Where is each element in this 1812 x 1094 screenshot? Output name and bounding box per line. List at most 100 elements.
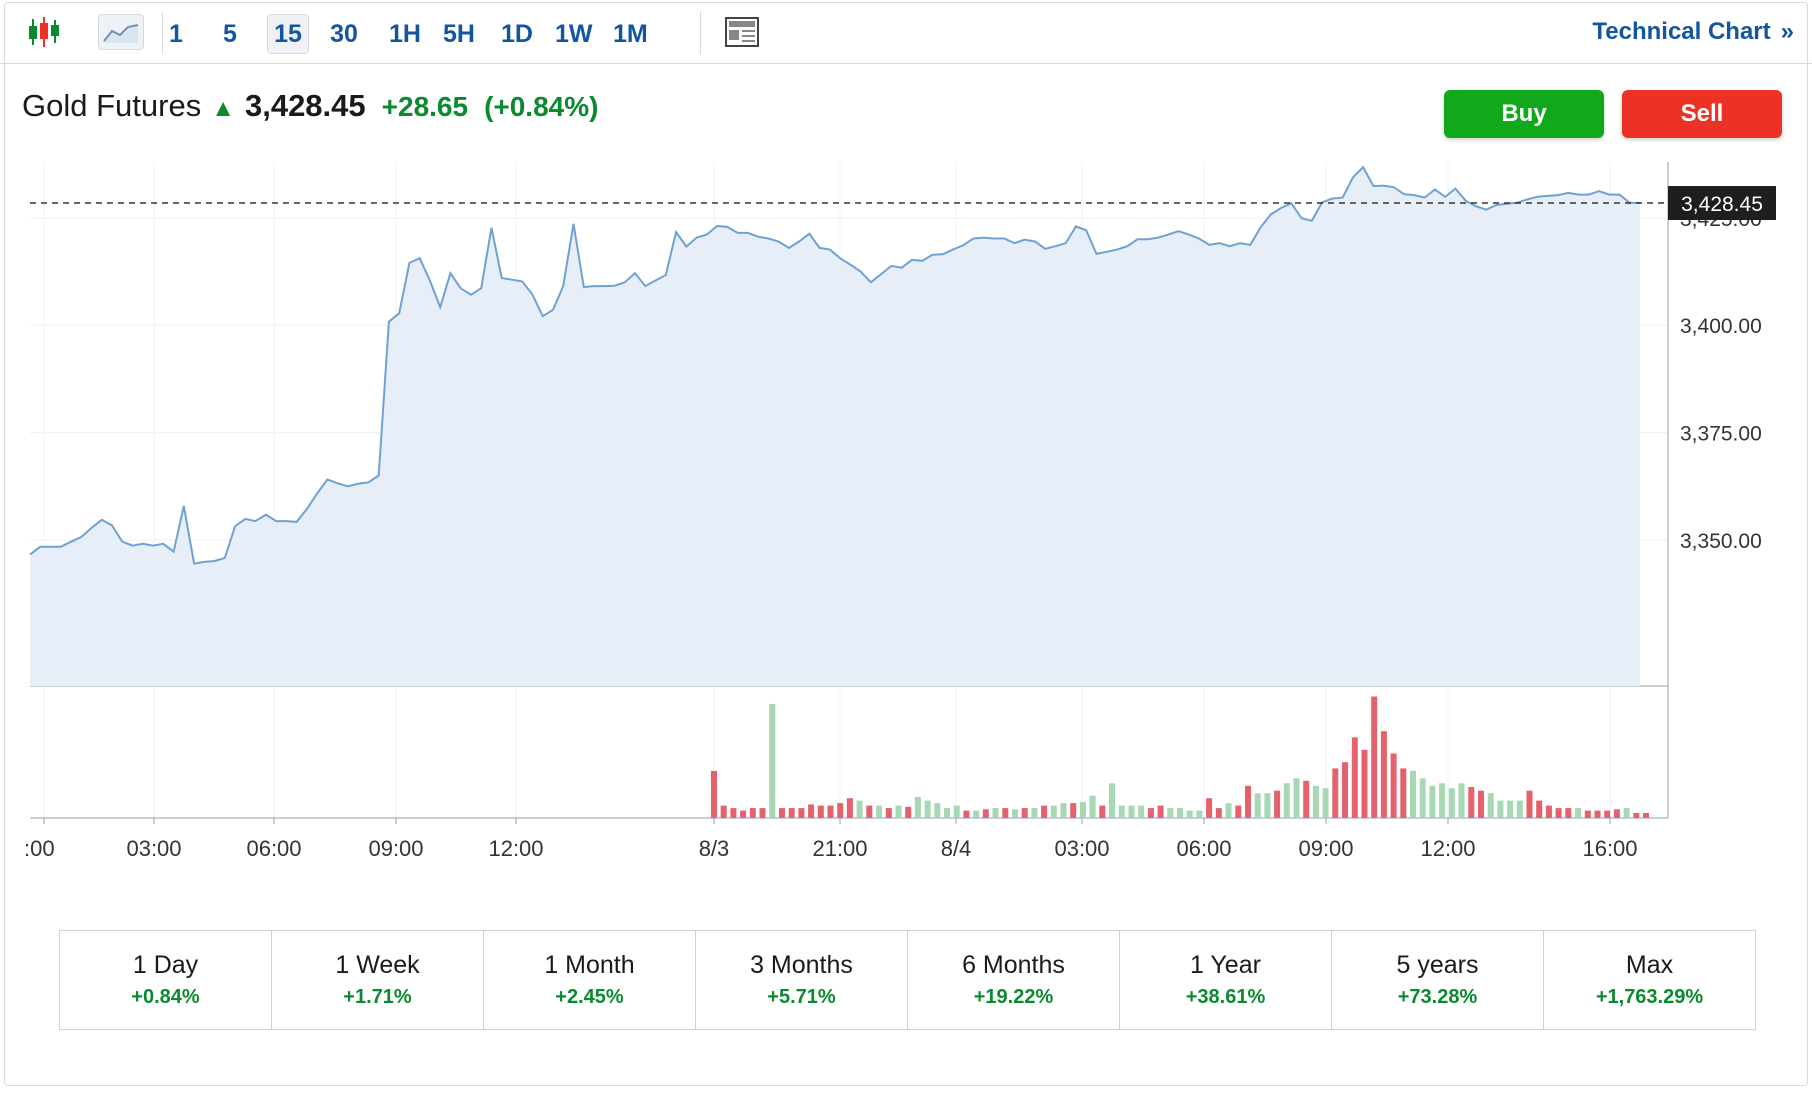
- volume-bar: [1128, 805, 1135, 818]
- volume-bar: [1613, 809, 1620, 818]
- volume-bar: [1031, 808, 1038, 818]
- chevron-right-icon: »: [1780, 18, 1794, 45]
- x-tick-label: 12:00: [1420, 836, 1475, 861]
- volume-bar: [1380, 731, 1387, 818]
- area-chart-icon[interactable]: [98, 14, 144, 50]
- period-label: 1 Day: [132, 951, 199, 979]
- volume-bar: [1283, 783, 1290, 818]
- volume-bar: [876, 805, 882, 818]
- volume-bar: [1186, 810, 1193, 818]
- x-tick-label: 12:00: [488, 836, 543, 861]
- volume-bar: [1623, 808, 1630, 818]
- timeframe-1m[interactable]: 1M: [613, 19, 648, 48]
- period-cell[interactable]: 3 Months +5.71%: [696, 931, 908, 1029]
- timeframe-1[interactable]: 1: [169, 19, 183, 48]
- volume-bar: [808, 804, 815, 818]
- volume-bar: [1070, 803, 1077, 818]
- period-label: 3 Months: [750, 951, 853, 979]
- volume-bar: [1099, 805, 1106, 818]
- volume-bar: [1419, 778, 1426, 818]
- period-cell[interactable]: 1 Week +1.71%: [272, 931, 484, 1029]
- volume-bar: [1526, 790, 1533, 818]
- volume-bar: [711, 770, 717, 818]
- timeframe-5h[interactable]: 5H: [443, 19, 475, 48]
- period-label: Max: [1625, 951, 1674, 979]
- period-cell[interactable]: 5 years +73.28%: [1332, 931, 1544, 1029]
- timeframe-15[interactable]: 15: [267, 14, 309, 54]
- volume-bar: [720, 805, 727, 818]
- volume-bar: [749, 808, 756, 818]
- volume-bar: [740, 810, 747, 818]
- price-area-fill: [30, 167, 1640, 686]
- price-line: [29, 165, 1641, 565]
- period-cell[interactable]: 1 Year +38.61%: [1120, 931, 1332, 1029]
- volume-bar: [759, 808, 766, 818]
- period-cell[interactable]: Max +1,763.29%: [1544, 931, 1755, 1029]
- period-change: +1,763.29%: [1595, 986, 1704, 1008]
- volume-bar: [827, 805, 834, 818]
- technical-chart-label: Technical Chart: [1592, 18, 1771, 45]
- x-tick-label: 8/4: [941, 836, 972, 861]
- volume-bar: [1584, 810, 1591, 818]
- period-label: 6 Months: [962, 951, 1065, 979]
- sell-button[interactable]: Sell: [1622, 90, 1782, 138]
- volume-bar: [1497, 800, 1504, 818]
- volume-bar: [1206, 798, 1213, 818]
- volume-bar: [1516, 800, 1523, 818]
- volume-bar: [1487, 793, 1494, 818]
- period-cell[interactable]: 1 Month +2.45%: [484, 931, 696, 1029]
- timeframe-1d[interactable]: 1D: [501, 19, 533, 48]
- volume-bar: [963, 810, 970, 818]
- volume-bar: [1594, 810, 1601, 818]
- x-tick-label: 09:00: [1298, 836, 1353, 861]
- volume-bar: [1400, 768, 1407, 818]
- volume-bar: [1478, 790, 1484, 818]
- candlestick-chart-icon[interactable]: [24, 14, 64, 50]
- timeframe-30[interactable]: 30: [330, 19, 358, 48]
- timeframe-1h[interactable]: 1H: [389, 19, 421, 48]
- volume-bar: [1157, 805, 1164, 818]
- technical-chart-link[interactable]: Technical Chart »: [1592, 18, 1794, 46]
- volume-bar: [1458, 783, 1465, 818]
- volume-bar: [1429, 785, 1436, 818]
- buy-button[interactable]: Buy: [1444, 90, 1604, 138]
- volume-bar: [1303, 780, 1310, 818]
- x-tick-label: 06:00: [1176, 836, 1231, 861]
- period-change: +0.84%: [131, 986, 200, 1008]
- volume-bar: [1002, 808, 1009, 818]
- volume-bar: [944, 808, 950, 818]
- volume-bar: [1390, 753, 1397, 818]
- volume-bar: [1235, 805, 1242, 818]
- period-change: +1.71%: [343, 986, 412, 1008]
- volume-bar: [1351, 737, 1358, 818]
- volume-bar: [924, 800, 931, 818]
- instrument-name: Gold Futures: [22, 88, 202, 123]
- volume-bar: [1332, 768, 1339, 818]
- volume-bar: [992, 808, 999, 818]
- volume-bar: [1633, 813, 1640, 818]
- volume-bar: [1545, 805, 1552, 818]
- x-tick-label: :00: [24, 836, 55, 861]
- volume-bar: [1604, 810, 1611, 818]
- volume-bar: [1448, 788, 1455, 818]
- timeframe-1w[interactable]: 1W: [555, 19, 593, 48]
- volume-bar: [1468, 787, 1475, 818]
- period-cell[interactable]: 6 Months +19.22%: [908, 931, 1120, 1029]
- period-cell[interactable]: 1 Day +0.84%: [60, 931, 272, 1029]
- volume-bar: [1196, 810, 1203, 818]
- volume-bar: [1322, 788, 1329, 818]
- volume-bar: [934, 803, 941, 818]
- x-tick-label: 8/3: [699, 836, 730, 861]
- volume-bar: [1177, 808, 1183, 818]
- volume-bar: [905, 806, 912, 818]
- timeframe-5[interactable]: 5: [223, 19, 237, 48]
- last-price: 3,428.45: [244, 88, 366, 123]
- volume-bar: [1361, 749, 1368, 818]
- period-label: 1 Year: [1190, 951, 1261, 979]
- volume-bar: [1138, 805, 1145, 818]
- volume-bar: [1215, 808, 1222, 818]
- volume-bar: [953, 805, 960, 818]
- last-price-label: 3,428.45: [1681, 193, 1763, 216]
- news-layout-icon[interactable]: [722, 14, 762, 50]
